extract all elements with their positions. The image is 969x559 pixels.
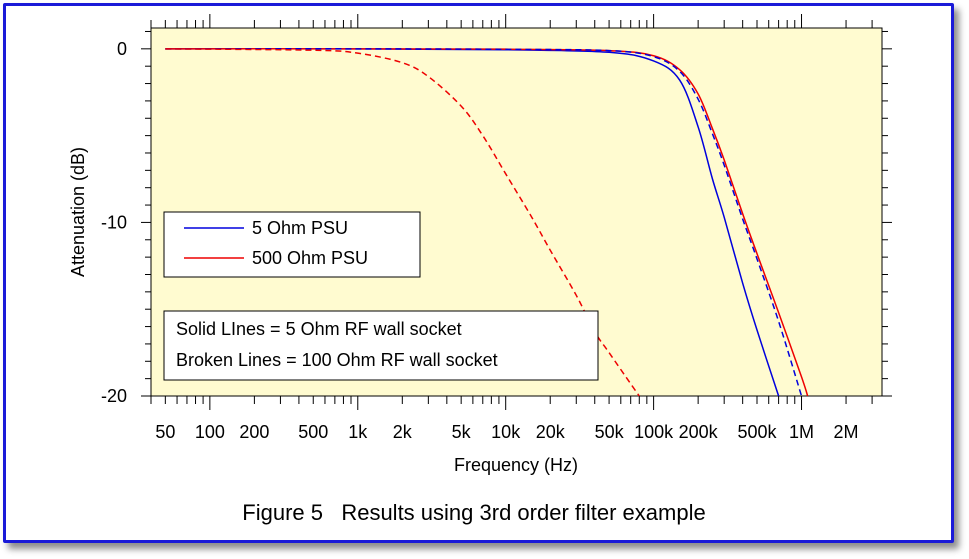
legend-label-500-ohm: 500 Ohm PSU bbox=[252, 248, 368, 268]
annotation-broken-lines: Broken Lines = 100 Ohm RF wall socket bbox=[176, 350, 498, 370]
x-tick-label: 2k bbox=[393, 422, 413, 442]
annotation-solid-lines: Solid LInes = 5 Ohm RF wall socket bbox=[176, 319, 462, 339]
tick-labels: 50 100 200 500 1k 2k 5k 10k 20k 50k 100k 200k 500k 1M… bbox=[101, 39, 859, 442]
x-tick-label: 50k bbox=[595, 422, 625, 442]
x-tick-label: 500 bbox=[298, 422, 328, 442]
y-axis-title: Attenuation (dB) bbox=[68, 147, 88, 277]
series-5-ohm-dashed bbox=[165, 48, 803, 397]
x-tick-label: 200k bbox=[679, 422, 719, 442]
x-axis-title: Frequency (Hz) bbox=[454, 455, 578, 475]
annotation-box: Solid LInes = 5 Ohm RF wall socket Broke… bbox=[163, 310, 599, 381]
x-tick-label: 2M bbox=[834, 422, 859, 442]
x-tick-label: 20k bbox=[536, 422, 566, 442]
series-500-ohm-dashed bbox=[165, 48, 640, 397]
x-tick-label: 5k bbox=[452, 422, 472, 442]
legend-label-5-ohm: 5 Ohm PSU bbox=[252, 218, 348, 238]
legend-box bbox=[163, 211, 421, 278]
x-tick-label: 1M bbox=[789, 422, 814, 442]
x-tick-label: 1k bbox=[348, 422, 368, 442]
x-tick-label: 500k bbox=[737, 422, 777, 442]
x-tick-label: 50 bbox=[155, 422, 175, 442]
x-tick-label: 100k bbox=[634, 422, 674, 442]
series-500-ohm-solid bbox=[165, 48, 809, 397]
y-tick-label: -10 bbox=[101, 212, 127, 232]
figure-caption: Figure 5 Results using 3rd order filter … bbox=[242, 500, 705, 525]
x-tick-label: 10k bbox=[491, 422, 521, 442]
legend: 5 Ohm PSU 500 Ohm PSU bbox=[163, 211, 421, 278]
y-tick-label: -20 bbox=[101, 386, 127, 406]
series-lines bbox=[165, 48, 809, 397]
annotation-frame bbox=[163, 310, 599, 381]
axis-ticks bbox=[141, 14, 892, 410]
y-tick-label: 0 bbox=[117, 39, 127, 59]
x-tick-label: 200 bbox=[239, 422, 269, 442]
x-tick-label: 100 bbox=[195, 422, 225, 442]
